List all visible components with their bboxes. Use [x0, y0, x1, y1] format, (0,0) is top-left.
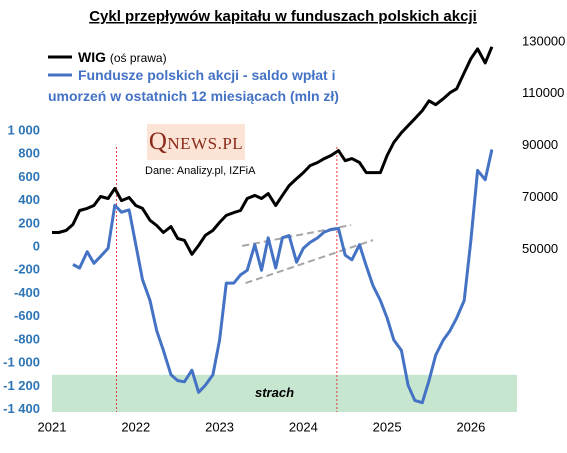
y2-tick-label: 110000: [522, 85, 564, 100]
y-tick-label: 0: [33, 239, 40, 254]
fear-band: [52, 374, 517, 412]
x-tick-label: 2025: [373, 419, 402, 434]
series-line: [52, 46, 494, 256]
x-tick-label: 2022: [121, 419, 150, 434]
legend-label: WIG: [78, 49, 106, 65]
y-tick-label: 800: [18, 146, 40, 161]
legend-entry: WIG (oś prawa): [78, 47, 167, 69]
y-tick-label: -1 200: [3, 378, 40, 393]
legend-label: Fundusze polskich akcji - saldo wpłat i …: [48, 67, 339, 104]
x-tick-label: 2024: [289, 419, 318, 434]
y-tick-label: -600: [14, 308, 40, 323]
band-label: strach: [255, 385, 294, 400]
source-note: Dane: Analizy.pl, IZFiA: [145, 165, 256, 177]
logo: QNEWS.PL: [147, 124, 245, 160]
y2-tick-label: 70000: [522, 189, 558, 204]
y-tick-label: -800: [14, 331, 40, 346]
chart-title: Cykl przepływów kapitału w funduszach po…: [89, 8, 477, 25]
y-tick-label: 200: [18, 215, 40, 230]
y-tick-label: -200: [14, 262, 40, 277]
x-tick-label: 2026: [456, 419, 485, 434]
x-tick-label: 2023: [205, 419, 234, 434]
x-tick-label: 2021: [38, 419, 67, 434]
axis-note: (oś prawa): [109, 51, 167, 65]
y2-tick-label: 130000: [522, 33, 565, 48]
y-tick-label: 400: [18, 192, 40, 207]
series-line: [72, 149, 494, 405]
y-tick-label: -1 400: [3, 401, 40, 416]
y-tick-label: -1 000: [3, 355, 40, 370]
trend-line: [245, 239, 374, 285]
y-tick-label: 1 000: [7, 122, 40, 137]
y-tick-label: 600: [18, 169, 40, 184]
y-tick-label: -400: [14, 285, 40, 300]
y2-tick-label: 90000: [522, 137, 558, 152]
y2-tick-label: 50000: [522, 241, 558, 256]
